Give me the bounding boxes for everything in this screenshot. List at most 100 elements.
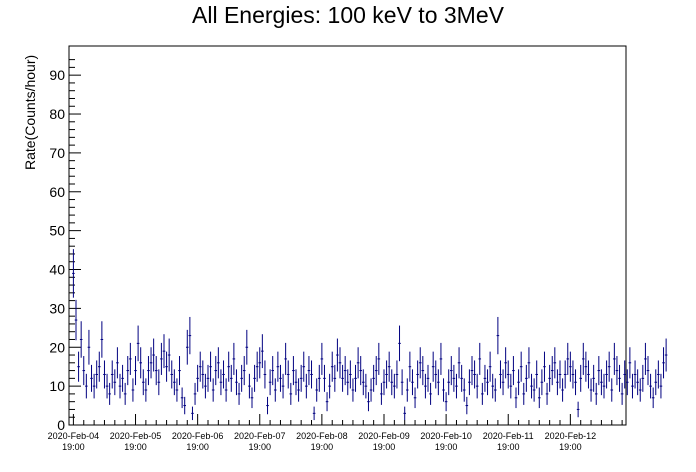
data-point — [548, 364, 551, 392]
data-point — [561, 378, 564, 402]
data-point — [312, 406, 316, 421]
data-point — [662, 347, 665, 379]
x-tick-time-label: 19:00 — [62, 442, 85, 452]
data-point — [563, 360, 567, 389]
data-point — [147, 356, 150, 386]
data-point — [470, 356, 474, 386]
plot-frame — [68, 45, 627, 426]
data-point — [315, 378, 318, 402]
data-point — [589, 378, 593, 402]
data-point — [149, 347, 153, 379]
data-point — [525, 364, 528, 392]
data-point — [556, 369, 559, 396]
data-point — [323, 364, 326, 392]
data-point — [626, 369, 629, 396]
data-point — [657, 360, 660, 389]
data-point — [294, 369, 298, 396]
data-point — [514, 387, 518, 409]
y-tick-label: 80 — [49, 106, 65, 122]
data-point — [227, 351, 230, 382]
data-point — [193, 382, 197, 405]
data-point — [416, 360, 419, 389]
data-point — [126, 356, 130, 386]
data-point — [468, 369, 471, 396]
data-point — [473, 360, 476, 389]
data-point — [664, 338, 668, 372]
data-point — [79, 321, 83, 358]
data-point — [90, 364, 93, 392]
data-point — [134, 356, 137, 386]
data-point — [273, 378, 277, 402]
data-point — [201, 360, 205, 389]
data-point — [286, 360, 290, 389]
data-point — [299, 364, 303, 392]
data-point — [108, 382, 111, 405]
data-point — [543, 351, 546, 382]
data-point — [367, 392, 370, 412]
data-point — [504, 347, 507, 379]
data-point — [633, 360, 637, 389]
data-point — [380, 382, 383, 405]
data-point — [584, 351, 588, 382]
data-point — [356, 347, 360, 379]
y-tick-label: 60 — [49, 184, 65, 200]
y-tick-label: 90 — [49, 67, 65, 83]
data-point — [587, 360, 590, 389]
data-point — [162, 334, 166, 369]
data-point — [499, 360, 502, 389]
data-point — [279, 364, 282, 392]
data-point — [452, 364, 456, 392]
x-tick-time-label: 19:00 — [124, 442, 147, 452]
data-point — [426, 364, 430, 392]
x-tick-date-label: 2020-Feb-06 — [172, 431, 224, 441]
data-point — [188, 316, 192, 355]
data-point — [196, 364, 199, 392]
data-point — [385, 360, 388, 389]
data-point — [517, 369, 520, 396]
data-point — [403, 406, 406, 421]
data-point — [364, 373, 368, 399]
data-point — [602, 373, 606, 399]
data-point — [341, 364, 344, 392]
data-point — [110, 360, 114, 389]
data-point — [465, 396, 469, 415]
data-point — [377, 342, 381, 375]
data-point — [281, 373, 285, 399]
data-point — [509, 373, 513, 399]
data-point — [284, 342, 287, 375]
data-point — [496, 316, 500, 355]
data-point — [105, 373, 109, 399]
data-point — [349, 360, 352, 389]
data-point — [600, 369, 603, 396]
data-point — [613, 342, 616, 375]
data-point — [607, 351, 611, 382]
data-point — [434, 360, 438, 389]
data-point — [527, 347, 531, 379]
x-tick-time-label: 19:00 — [186, 442, 209, 452]
data-point — [255, 351, 259, 382]
data-point — [579, 364, 582, 392]
data-point — [297, 378, 300, 402]
data-point — [483, 364, 487, 392]
data-point — [618, 364, 621, 392]
data-point — [248, 373, 251, 399]
data-point — [581, 342, 585, 375]
data-point — [222, 360, 225, 389]
data-point — [170, 360, 174, 389]
data-point — [271, 356, 274, 386]
data-point — [636, 369, 639, 396]
data-point — [103, 360, 106, 389]
data-point — [659, 373, 663, 399]
data-point — [139, 347, 142, 379]
data-point — [478, 342, 482, 375]
data-point — [178, 356, 181, 386]
data-point — [129, 342, 132, 375]
data-point — [276, 351, 280, 382]
data-point — [240, 364, 243, 392]
data-point — [455, 373, 458, 399]
data-point — [165, 351, 168, 382]
data-point — [87, 329, 91, 365]
data-point — [481, 382, 484, 405]
data-point — [141, 369, 145, 396]
y-tick-label: 50 — [49, 223, 65, 239]
